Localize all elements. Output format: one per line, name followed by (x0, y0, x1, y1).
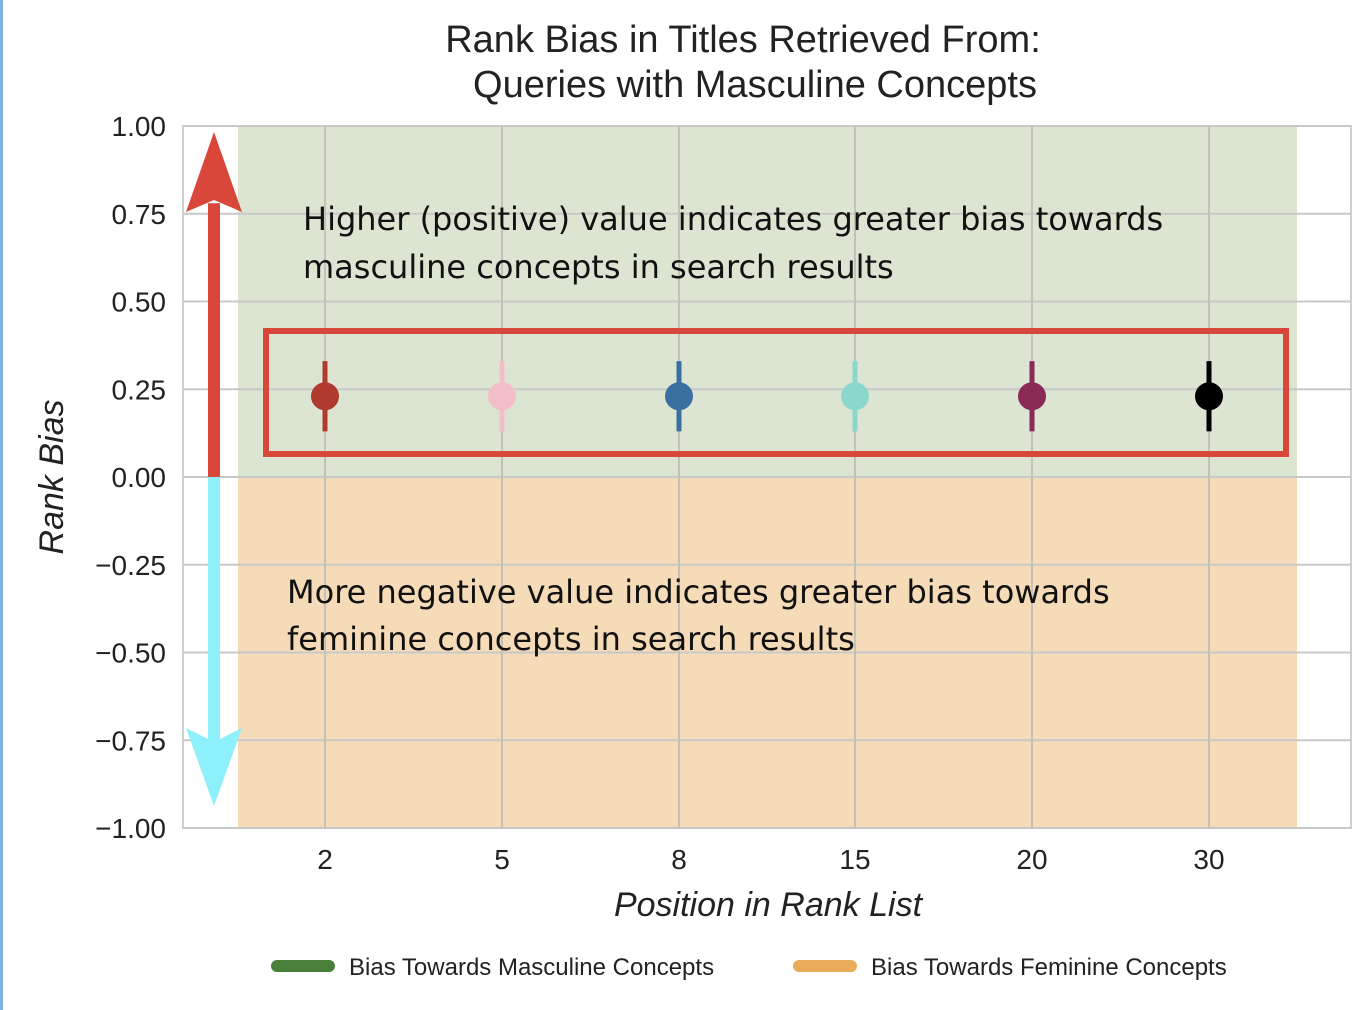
grid-lines (183, 125, 1351, 829)
legend-swatch (271, 960, 335, 972)
x-tick-label: 15 (839, 844, 870, 875)
data-point (311, 382, 339, 411)
x-tick-label: 20 (1016, 844, 1047, 875)
y-tick-label: 0.00 (112, 462, 167, 493)
x-axis-label: Position in Rank List (614, 886, 924, 924)
y-tick-label: 0.75 (112, 199, 167, 230)
x-tick-label: 30 (1193, 844, 1224, 875)
rank-bias-chart: Rank Bias in Titles Retrieved From: Quer… (33, 19, 1352, 981)
chart-title-line1: Rank Bias in Titles Retrieved From: (445, 19, 1041, 61)
down-arrow-head (186, 728, 242, 806)
positive-annotation-line1: Higher (positive) value indicates greate… (303, 200, 1163, 238)
negative-annotation-line1: More negative value indicates greater bi… (287, 573, 1110, 611)
legend: Bias Towards Masculine Concepts Bias Towa… (271, 954, 1227, 981)
data-points (311, 361, 1223, 432)
y-tick-label: 0.25 (112, 374, 167, 405)
y-tick-label: −0.25 (95, 550, 166, 581)
legend-swatch (793, 960, 857, 972)
x-tick-label: 5 (494, 844, 510, 875)
x-tick-label: 8 (671, 844, 687, 875)
y-axis-label: Rank Bias (33, 400, 71, 555)
data-point (1018, 382, 1046, 411)
highlight-box (263, 328, 1289, 457)
chart-title-line2: Queries with Masculine Concepts (473, 64, 1037, 106)
legend-label: Bias Towards Masculine Concepts (349, 954, 714, 981)
y-tick-label: 1.00 (112, 111, 167, 142)
negative-annotation-line2: feminine concepts in search results (287, 620, 855, 658)
positive-annotation-line2: masculine concepts in search results (303, 248, 894, 286)
up-arrow-head (186, 132, 242, 212)
y-axis-ticks: 1.00 0.75 0.50 0.25 0.00 −0.25 −0.50 −0.75 −1.00 (95, 111, 166, 844)
data-point (665, 382, 693, 411)
direction-arrows (186, 132, 242, 806)
y-tick-label: −0.75 (95, 725, 166, 756)
y-tick-label: 0.50 (112, 287, 167, 318)
x-axis-ticks: 2 5 8 15 20 30 (317, 844, 1224, 875)
legend-label: Bias Towards Feminine Concepts (871, 954, 1227, 981)
data-point (1195, 382, 1223, 411)
x-tick-label: 2 (317, 844, 333, 875)
data-point (488, 382, 516, 411)
y-tick-label: −0.50 (95, 638, 166, 669)
y-tick-label: −1.00 (95, 813, 166, 844)
data-point (841, 382, 869, 411)
